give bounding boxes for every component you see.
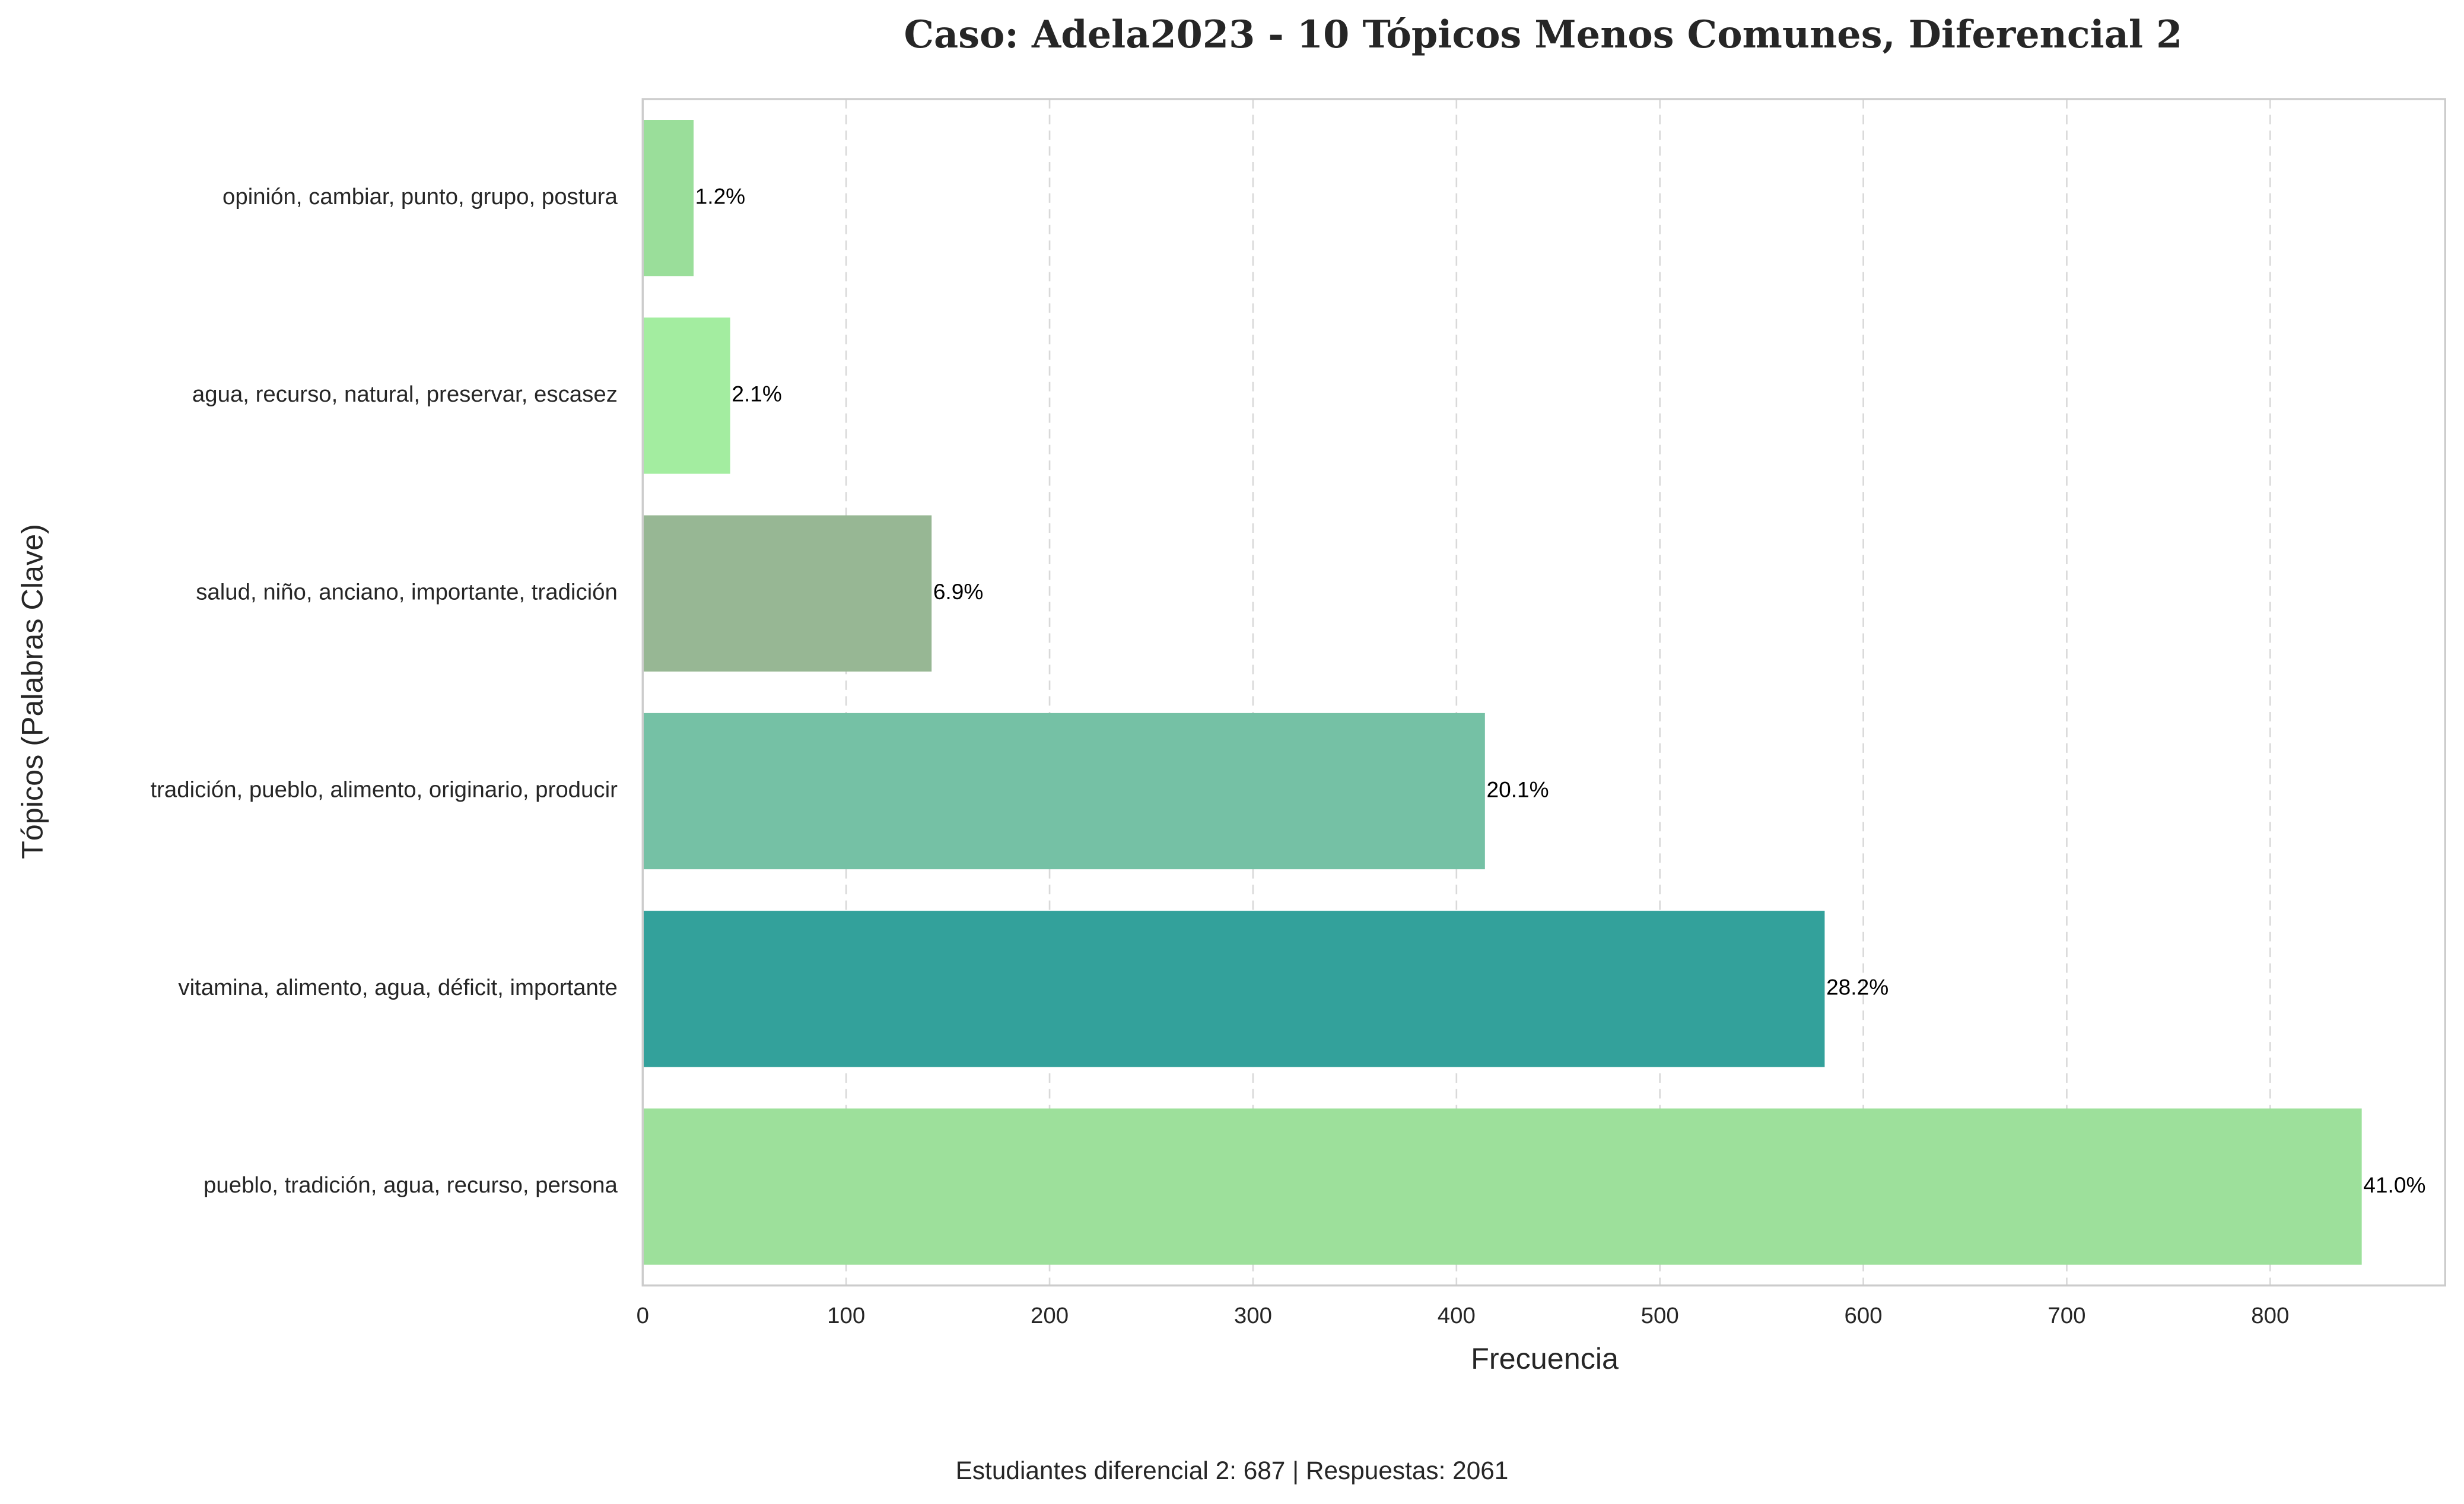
x-tick-label: 300 xyxy=(1234,1303,1272,1328)
y-tick-label: vitamina, alimento, agua, déficit, impor… xyxy=(178,975,617,1000)
footer-note: Estudiantes diferencial 2: 687 | Respues… xyxy=(956,1457,1509,1484)
bar xyxy=(643,713,1485,870)
chart-title: Caso: Adela2023 - 10 Tópicos Menos Comun… xyxy=(904,12,2182,56)
x-tick-label: 500 xyxy=(1641,1303,1679,1328)
x-tick-label: 0 xyxy=(637,1303,649,1328)
bar xyxy=(643,515,932,672)
value-label: 6.9% xyxy=(933,579,984,604)
y-axis-label: Tópicos (Palabras Clave) xyxy=(15,524,49,859)
x-tick-label: 600 xyxy=(1845,1303,1883,1328)
y-tick-label: tradición, pueblo, alimento, originario,… xyxy=(150,777,618,803)
x-tick-label: 100 xyxy=(827,1303,865,1328)
bar xyxy=(643,1108,2362,1265)
value-label: 1.2% xyxy=(695,183,746,208)
bar xyxy=(643,911,1825,1067)
bar xyxy=(643,317,730,474)
value-label: 2.1% xyxy=(732,381,782,406)
x-tick-label: 800 xyxy=(2251,1303,2289,1328)
bar xyxy=(643,120,694,276)
value-label: 41.0% xyxy=(2363,1172,2425,1197)
x-tick-label: 400 xyxy=(1438,1303,1476,1328)
y-tick-label: opinión, cambiar, punto, grupo, postura xyxy=(222,184,618,209)
x-tick-label: 700 xyxy=(2047,1303,2085,1328)
y-tick-label: pueblo, tradición, agua, recurso, person… xyxy=(204,1172,618,1198)
y-tick-label: salud, niño, anciano, importante, tradic… xyxy=(196,579,618,605)
value-label: 20.1% xyxy=(1486,777,1549,802)
x-tick-label: 200 xyxy=(1031,1303,1069,1328)
value-label: 28.2% xyxy=(1826,975,1888,1000)
y-tick-label: agua, recurso, natural, preservar, escas… xyxy=(192,381,618,407)
plot-frame xyxy=(641,98,2446,1287)
x-axis-label: Frecuencia xyxy=(1471,1341,1619,1375)
